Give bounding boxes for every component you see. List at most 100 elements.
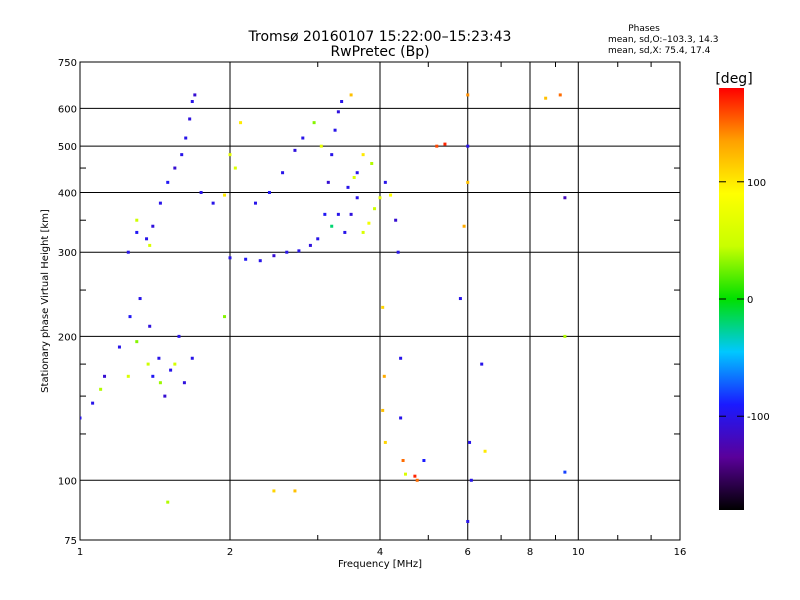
data-point — [413, 474, 417, 478]
y-tick-label: 300 — [58, 248, 77, 259]
data-point — [272, 254, 276, 258]
data-point — [563, 334, 567, 338]
x-tick-label: 10 — [572, 547, 585, 558]
data-point — [308, 243, 312, 247]
data-point — [239, 121, 243, 125]
colorbar-tick-label: 100 — [747, 178, 766, 189]
data-point — [182, 381, 186, 385]
data-point — [319, 144, 323, 148]
data-point — [99, 387, 103, 391]
x-axis-label: Frequency [MHz] — [338, 559, 422, 570]
data-point — [323, 212, 327, 216]
chart-subtitle: RwPretec (Bp) — [330, 44, 429, 60]
colorbar-tick-label: 0 — [747, 295, 753, 306]
data-point — [316, 237, 320, 241]
data-point — [190, 356, 194, 360]
data-point — [422, 458, 426, 462]
data-point — [135, 218, 139, 222]
x-tick-label: 16 — [674, 547, 687, 558]
data-point — [361, 153, 365, 157]
data-point — [233, 166, 237, 170]
data-point — [326, 180, 330, 184]
data-point — [483, 449, 487, 453]
data-point — [301, 136, 305, 140]
data-point — [352, 175, 356, 179]
y-tick-label: 600 — [58, 104, 77, 115]
data-point — [190, 100, 194, 104]
y-tick-label: 400 — [58, 188, 77, 199]
data-point — [145, 237, 149, 241]
data-point — [193, 93, 197, 97]
data-point — [361, 230, 365, 234]
data-point — [389, 193, 393, 197]
phases-x-line: mean, sd,X: 75.4, 17.4 — [608, 46, 711, 56]
data-point — [157, 356, 161, 360]
y-tick-label: 500 — [58, 142, 77, 153]
y-axis-label: Stationary phase Virtual Height [km] — [40, 209, 51, 393]
data-point — [293, 489, 297, 493]
data-point — [135, 230, 139, 234]
x-tick-label: 2 — [227, 547, 233, 558]
data-point — [349, 93, 353, 97]
data-point — [158, 201, 162, 205]
data-point — [544, 96, 548, 100]
data-point — [126, 250, 130, 254]
y-tick-label: 200 — [58, 332, 77, 343]
data-point — [396, 250, 400, 254]
data-point — [336, 110, 340, 114]
data-point — [458, 297, 462, 301]
grid-lines — [80, 62, 680, 540]
data-point — [146, 362, 150, 366]
data-point — [151, 374, 155, 378]
data-point — [253, 201, 257, 205]
data-point — [480, 362, 484, 366]
colorbar-label: [deg] — [715, 71, 752, 87]
chart-title: Tromsø 20160107 15:22:00–15:23:43 — [248, 29, 512, 45]
data-point — [297, 249, 301, 253]
data-point — [180, 153, 184, 157]
data-point — [383, 180, 387, 184]
data-point — [223, 193, 227, 197]
data-point — [563, 196, 567, 200]
data-point — [462, 224, 466, 228]
data-point — [135, 340, 139, 344]
data-point — [103, 374, 107, 378]
data-point — [343, 230, 347, 234]
data-point — [138, 297, 142, 301]
data-point — [336, 212, 340, 216]
data-point — [469, 478, 473, 482]
data-point — [435, 144, 439, 148]
data-point — [558, 93, 562, 97]
data-point — [177, 334, 181, 338]
data-point — [399, 356, 403, 360]
data-point — [148, 324, 152, 328]
phases-o-line: mean, sd,O:–103.3, 14.3 — [608, 35, 719, 45]
data-point — [148, 243, 152, 247]
data-point — [228, 153, 232, 157]
data-point — [563, 470, 567, 474]
data-point — [173, 166, 177, 170]
data-point — [333, 128, 337, 132]
y-tick-label: 75 — [64, 536, 77, 547]
colorbar-ticks: 100 0 -100 — [719, 178, 770, 423]
data-point — [349, 212, 353, 216]
data-point — [382, 374, 386, 378]
data-point — [117, 345, 121, 349]
data-point — [466, 519, 470, 523]
data-point — [244, 257, 248, 261]
data-point — [128, 315, 132, 319]
data-point — [126, 374, 130, 378]
data-point — [166, 180, 170, 184]
y-tick-label: 750 — [58, 58, 77, 69]
y-tick-label: 100 — [58, 476, 77, 487]
data-point — [169, 368, 173, 372]
data-point — [466, 144, 470, 148]
data-point — [163, 394, 167, 398]
data-point — [166, 500, 170, 504]
data-point — [188, 117, 192, 121]
data-point — [272, 489, 276, 493]
x-tick-label: 6 — [465, 547, 471, 558]
data-point — [355, 171, 359, 175]
data-point — [293, 148, 297, 152]
x-tick-label: 8 — [527, 547, 533, 558]
